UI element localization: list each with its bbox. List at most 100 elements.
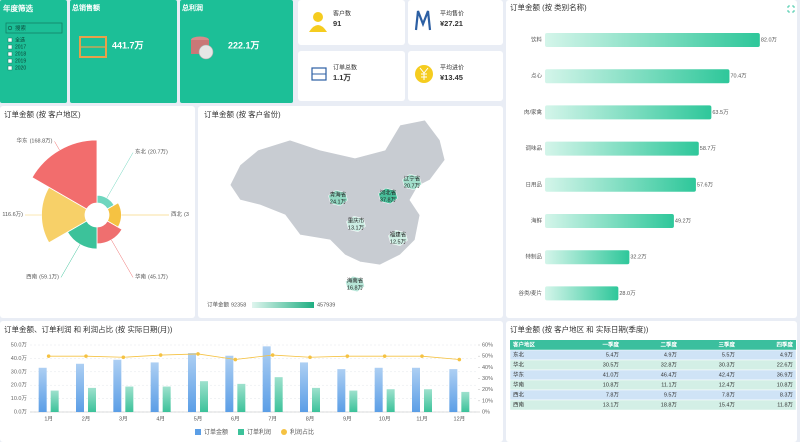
y2-tick-label: 0% bbox=[482, 409, 490, 415]
filter-item: 全选 bbox=[15, 36, 25, 43]
checkbox[interactable] bbox=[7, 51, 13, 57]
province bbox=[345, 275, 365, 293]
table-cell: 7.8万 bbox=[722, 391, 736, 398]
kpi-value: ¥27.21 bbox=[440, 19, 463, 28]
table-row bbox=[509, 349, 797, 361]
bar bbox=[312, 387, 320, 412]
table-cell: 46.4万 bbox=[661, 371, 678, 378]
table-cell: 8.3万 bbox=[780, 391, 794, 398]
bar bbox=[200, 381, 208, 412]
x-tick-label: 12月 bbox=[454, 415, 466, 422]
checkbox[interactable] bbox=[7, 58, 13, 64]
table-cell: 4.9万 bbox=[780, 351, 794, 358]
search-placeholder: 搜索 bbox=[15, 24, 27, 32]
category-label: 华东 bbox=[17, 137, 29, 145]
panel bbox=[0, 321, 503, 442]
y-tick-label: 海鲜 bbox=[531, 216, 543, 224]
table-cell: 41.0万 bbox=[603, 371, 620, 378]
legend-title: 订单金额 bbox=[207, 300, 230, 308]
checkbox[interactable] bbox=[7, 44, 13, 50]
x-tick-label: 5月 bbox=[194, 415, 203, 422]
bar bbox=[274, 377, 283, 412]
legend-max: 457939 bbox=[317, 302, 335, 308]
table-cell: 32.8万 bbox=[661, 361, 678, 368]
header-cell: 客户地区 bbox=[512, 340, 536, 348]
leader-line bbox=[106, 152, 134, 199]
province-name: 重庆市 bbox=[348, 216, 365, 224]
table-cell: 5.5万 bbox=[722, 351, 736, 358]
panel-title: 订单金额、订单利润 和 利润占比 (按 实际日期(月)) bbox=[4, 324, 173, 334]
bar bbox=[545, 69, 730, 84]
line-point bbox=[420, 354, 424, 358]
table-cell: 10.8万 bbox=[777, 381, 794, 388]
y-tick-label: 调味品 bbox=[525, 144, 542, 152]
x-tick-label: 3月 bbox=[119, 415, 128, 422]
x-tick-label: 7月 bbox=[268, 415, 277, 422]
kpi-card bbox=[298, 51, 405, 101]
y-tick-label: 肉/家禽 bbox=[524, 108, 543, 116]
line-point bbox=[270, 353, 275, 357]
province bbox=[402, 173, 422, 191]
data-label: 63.5万 bbox=[712, 109, 729, 116]
kpi-value: 441.7万 bbox=[112, 40, 144, 50]
data-label: 华东 (168.8万) bbox=[17, 137, 53, 145]
kpi-label: 总利润 bbox=[182, 3, 203, 12]
table-row bbox=[509, 399, 797, 411]
bar bbox=[50, 390, 59, 412]
value-label: (59.1万) bbox=[39, 274, 59, 281]
checkbox[interactable] bbox=[7, 65, 13, 71]
profit-icon bbox=[198, 44, 214, 60]
province-value: 24.1万 bbox=[330, 198, 347, 205]
province-name: 河北省 bbox=[380, 188, 397, 196]
y-tick-label: 0.0万 bbox=[14, 408, 28, 415]
province bbox=[388, 229, 408, 247]
data-label: 82.0万 bbox=[761, 36, 778, 43]
bar bbox=[262, 346, 271, 412]
data-label: 58.7万 bbox=[700, 145, 717, 152]
kpi-label: 订单总数 bbox=[333, 64, 357, 72]
table-cell: 9.5万 bbox=[664, 391, 678, 398]
province-name: 青海省 bbox=[330, 190, 347, 198]
bar bbox=[337, 369, 346, 412]
table-cell: 30.5万 bbox=[603, 361, 620, 368]
search-box[interactable] bbox=[5, 22, 63, 34]
bar bbox=[545, 141, 699, 156]
value-label: 116.6万) bbox=[2, 211, 23, 218]
bar bbox=[545, 105, 712, 120]
value-label: (20.7万) bbox=[148, 149, 168, 156]
data-label: 116.6万) bbox=[2, 211, 23, 218]
price-icon bbox=[414, 10, 432, 31]
bar bbox=[150, 362, 159, 412]
table-cell: 30.3万 bbox=[719, 361, 736, 368]
panel-title: 订单金额 (按 客户地区) bbox=[4, 109, 81, 119]
value-label: (168.8万) bbox=[30, 138, 53, 145]
table-cell: 西北 bbox=[513, 390, 525, 398]
data-label: 70.4万 bbox=[730, 73, 747, 80]
table-cell: 36.9万 bbox=[777, 371, 794, 378]
line-point bbox=[233, 357, 238, 362]
bar bbox=[76, 363, 84, 412]
kpi-panel bbox=[180, 0, 293, 103]
data-label: 49.2万 bbox=[675, 217, 692, 224]
bar bbox=[545, 177, 696, 192]
filter-item: 2019 bbox=[15, 58, 26, 64]
kpi-label: 平均进价 bbox=[440, 64, 464, 72]
legend-swatch bbox=[238, 429, 244, 435]
bar bbox=[386, 389, 395, 412]
bar bbox=[188, 353, 196, 412]
checkbox[interactable] bbox=[7, 37, 13, 43]
fullscreen-button[interactable] bbox=[787, 5, 795, 13]
search-icon bbox=[7, 25, 13, 31]
table-cell: 华东 bbox=[513, 370, 525, 378]
line-point bbox=[382, 354, 387, 358]
filter-item: 2018 bbox=[15, 51, 26, 57]
kpi-value: 91 bbox=[333, 19, 341, 28]
line-point bbox=[84, 354, 88, 358]
category-label: 西南 bbox=[26, 273, 38, 281]
kpi-value: 1.1万 bbox=[333, 73, 351, 82]
customer-icon bbox=[313, 12, 323, 22]
kpi-label: 总销售额 bbox=[72, 3, 100, 12]
category-label: 华南 bbox=[135, 273, 147, 281]
kpi-label: 客户数 bbox=[333, 10, 351, 18]
